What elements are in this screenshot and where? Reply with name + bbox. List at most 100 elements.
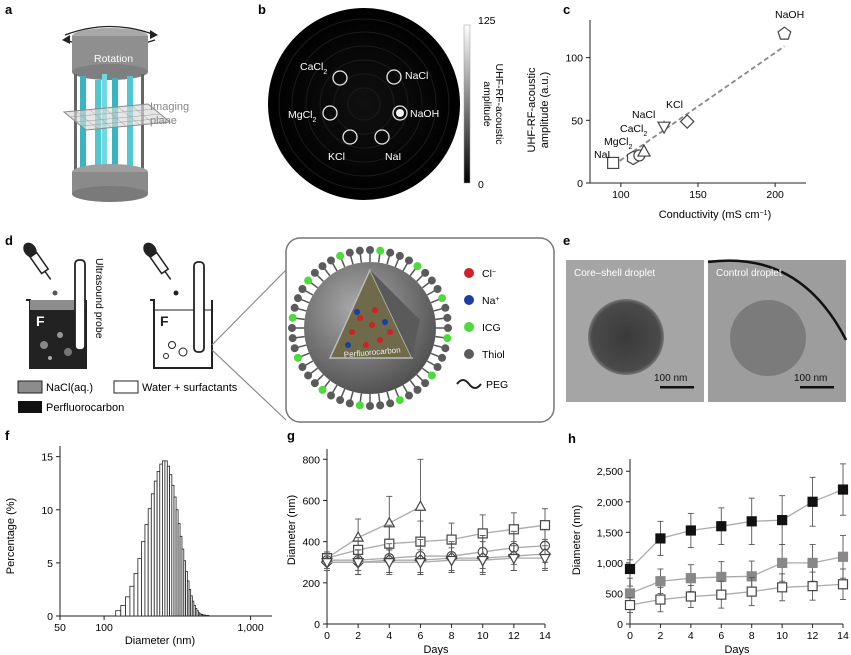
droplet-illustration: Perfluorocarbon xyxy=(288,246,452,410)
key-icg: ICG xyxy=(482,322,501,334)
thiol-head xyxy=(345,399,354,408)
thiol-head xyxy=(298,285,307,293)
icg-dot xyxy=(438,294,447,303)
h-x-tick-label: 10 xyxy=(776,630,788,642)
thiol-head xyxy=(386,399,395,408)
f-bar xyxy=(120,604,126,617)
c-ylabel-1: UHF-RF-acoustic xyxy=(526,67,538,152)
g-series-line-2 xyxy=(327,545,546,561)
g-point xyxy=(414,558,427,569)
thiol-head xyxy=(376,401,385,410)
h-y-tick-label: 2,500 xyxy=(597,466,623,478)
g-point xyxy=(321,558,333,569)
colorbar-min: 0 xyxy=(478,179,484,191)
g-series-line-4 xyxy=(327,557,545,563)
probe-label: Ultrasound probe xyxy=(93,258,105,339)
thiol-head xyxy=(441,344,450,353)
f-bar xyxy=(147,508,152,617)
colorbar-title-2: amplitude xyxy=(481,81,493,127)
f-bar xyxy=(144,524,149,617)
icg-dot xyxy=(318,385,327,394)
h-point xyxy=(655,576,666,587)
h-point xyxy=(837,579,849,590)
f-bar xyxy=(141,541,146,617)
c-y-tick-label: 50 xyxy=(571,115,583,127)
f-xlabel: Diameter (nm) xyxy=(125,635,195,647)
h-point xyxy=(716,589,727,600)
h-point xyxy=(807,581,818,592)
panel-g: g Diameter (nm) 0 2 4 6 8 10 12 14 0 200 400 600 800… xyxy=(286,428,552,655)
thiol-head xyxy=(438,353,447,362)
h-point xyxy=(624,588,636,599)
rotation-label: Rotation xyxy=(94,53,133,65)
svg-text:F: F xyxy=(160,313,169,329)
cl-ion xyxy=(369,322,375,328)
scalebar-left: 100 nm xyxy=(654,373,687,384)
g-x-tick-label: 4 xyxy=(386,630,392,642)
g-ylabel: Diameter (nm) xyxy=(286,495,298,565)
c-point-nacl xyxy=(636,143,652,157)
thiol-head xyxy=(310,268,319,277)
g-x-tick-label: 12 xyxy=(508,630,520,642)
panel-label-h: h xyxy=(568,431,576,446)
legend-pfc: Perfluorocarbon xyxy=(46,402,124,414)
thiol-head xyxy=(427,276,436,285)
well-naoh xyxy=(392,105,408,121)
h-ylabel: Diameter (nm) xyxy=(571,505,583,575)
h-point xyxy=(777,582,788,593)
key-thiol: Thiol xyxy=(482,349,505,361)
icg-dot xyxy=(376,246,385,255)
thiol-head xyxy=(405,391,413,400)
thiol-head xyxy=(310,379,319,388)
scalebar-right: 100 nm xyxy=(794,373,827,384)
well-cacl2 xyxy=(332,70,348,86)
g-x-tick-label: 6 xyxy=(418,630,424,642)
f-bar xyxy=(115,610,122,617)
icg-dot xyxy=(355,401,364,410)
h-point xyxy=(716,521,727,532)
legend-water: Water + surfactants xyxy=(142,382,238,394)
g-point xyxy=(414,500,427,511)
thiol-head xyxy=(443,313,452,322)
thiol-head xyxy=(318,262,327,271)
h-point xyxy=(716,571,727,583)
svg-text:F: F xyxy=(36,313,45,329)
f-bar xyxy=(129,585,135,617)
f-bar xyxy=(153,480,158,617)
h-point xyxy=(837,551,849,562)
thiol-head xyxy=(433,285,442,293)
thiol-head xyxy=(327,256,335,265)
f-bar xyxy=(133,573,139,617)
panel-c: c UHF-RF-acoustic amplitude (a.u.) 100 15… xyxy=(526,2,806,221)
dropper-icon xyxy=(23,242,52,280)
h-point xyxy=(746,586,757,597)
h-point xyxy=(777,557,788,568)
c-point-nai xyxy=(607,156,620,170)
imaging-plane-label-2: plane xyxy=(150,115,177,127)
thiol-head xyxy=(336,396,345,405)
panel-b: b CaCl2 NaCl MgCl2 NaOH KCl NaI 125 0 xyxy=(258,2,505,200)
ultrasound-probe xyxy=(74,259,86,351)
label-nacl-b: NaCl xyxy=(405,70,428,82)
key-na: Na+ xyxy=(482,295,500,307)
tem-label-right: Control droplet xyxy=(716,268,782,279)
thiol-head xyxy=(444,324,452,332)
c-label-nacl: NaCl xyxy=(632,109,655,121)
c-fit-line xyxy=(612,45,785,167)
colorbar-max: 125 xyxy=(478,15,496,27)
h-y-tick-label: 1,500 xyxy=(597,527,623,539)
c-label-cacl2: CaCl2 xyxy=(620,123,647,138)
panel-label-c: c xyxy=(563,2,570,17)
h-x-tick-label: 14 xyxy=(837,630,849,642)
h-point xyxy=(685,573,696,584)
f-bar xyxy=(137,558,142,617)
c-point-nacl xyxy=(679,114,695,130)
label-nai-b: NaI xyxy=(385,151,401,163)
f-ylabel: Percentage (%) xyxy=(5,498,17,574)
h-point xyxy=(746,516,757,527)
icg-dot xyxy=(427,371,436,380)
icg-dot xyxy=(336,251,345,260)
thiol-head xyxy=(413,385,422,394)
h-point xyxy=(777,515,788,526)
icg-dot xyxy=(413,262,422,271)
